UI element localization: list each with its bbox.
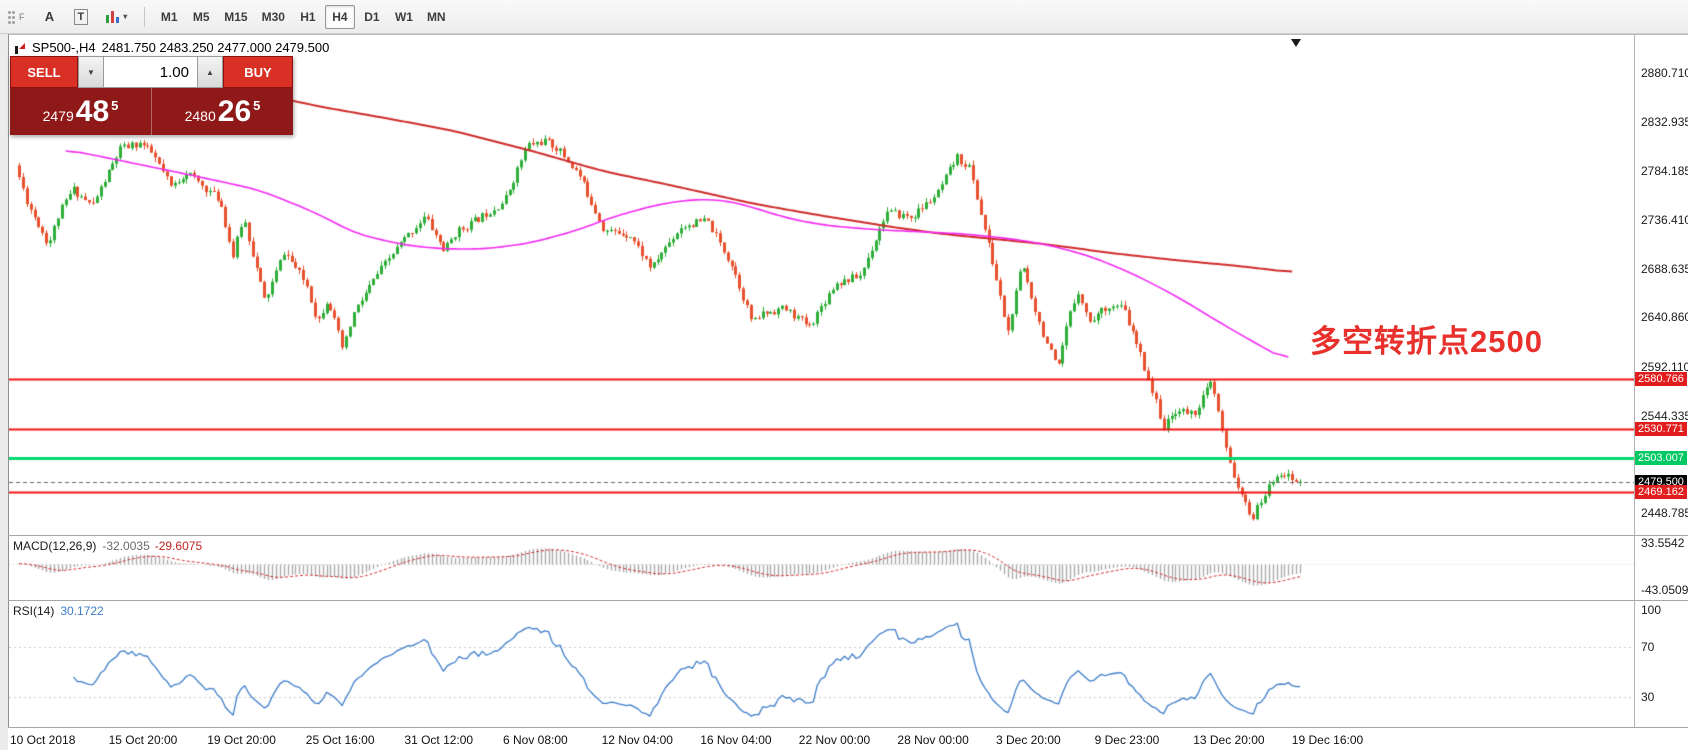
time-axis-label: 19 Dec 16:00: [1291, 733, 1364, 747]
indicators-icon: [106, 11, 120, 23]
time-axis-label: 31 Oct 12:00: [404, 733, 474, 747]
toolbar-separator: [144, 6, 146, 27]
price-badge: 2503.007: [1635, 450, 1687, 465]
toolbar-grip-icon[interactable]: F: [8, 11, 25, 22]
macd-name: MACD(12,26,9): [13, 539, 97, 553]
price-axis-label: 2592.110: [1641, 359, 1688, 374]
macd-panel-canvas[interactable]: [9, 536, 1634, 600]
macd-main-value: -32.0035: [102, 539, 150, 553]
rsi-value: 30.1722: [60, 604, 104, 618]
price-axis-separator[interactable]: [1634, 35, 1635, 727]
price-badge: 2479.500: [1635, 474, 1687, 489]
price-badge: 2530.771: [1635, 422, 1687, 437]
volume-decrease-button[interactable]: ▼: [78, 56, 104, 88]
timeframe-button-m30[interactable]: M30: [256, 5, 291, 29]
chevron-down-icon: ▾: [123, 12, 128, 21]
chevron-down-icon: ▼: [87, 67, 95, 77]
price-axis-label: 2544.335: [1641, 408, 1688, 423]
panel-separator-time: [8, 727, 1688, 728]
timeframe-button-m15[interactable]: M15: [218, 5, 253, 29]
price-axis-label: 2832.935: [1641, 114, 1688, 129]
price-axis-label: 2640.860: [1641, 310, 1688, 325]
price-badge: 2469.162: [1635, 485, 1687, 500]
bid-ask-display: 2479 48 5 2480 26 5: [10, 88, 293, 135]
text-tool-label: T: [73, 8, 89, 25]
price-axis-label: 2448.785: [1641, 506, 1688, 520]
sell-button-label: SELL: [27, 64, 61, 80]
time-axis-label: 25 Oct 16:00: [305, 733, 375, 747]
price-axis-label: 2784.185: [1641, 164, 1688, 179]
chart-shift-marker[interactable]: [1291, 39, 1301, 47]
rsi-axis-label: 100: [1641, 602, 1662, 617]
ask-price: 2480 26 5: [151, 88, 293, 135]
rsi-name: RSI(14): [13, 604, 55, 618]
time-axis[interactable]: 10 Oct 2018 15 Oct 20:00 19 Oct 20:00 25 Oc…: [8, 728, 1688, 750]
grip-dots-icon: [8, 11, 11, 14]
time-axis-label: 19 Oct 20:00: [207, 733, 276, 747]
panel-separator-rsi[interactable]: [8, 600, 1688, 601]
bid-price: 2479 48 5: [10, 88, 151, 135]
timeframe-button-d1[interactable]: D1: [357, 5, 387, 29]
one-click-trading-panel: SELL ▼ ▲ BUY 2479 48 5 2480 26 5: [10, 56, 293, 135]
timeframe-button-h1[interactable]: H1: [293, 5, 323, 29]
bid-price-pipette: 5: [111, 98, 119, 113]
price-axis-label: 2880.710: [1641, 65, 1688, 80]
volume-increase-button[interactable]: ▲: [197, 56, 223, 88]
macd-title: MACD(12,26,9) -32.0035 -29.6075: [13, 539, 202, 553]
time-axis-label: 13 Dec 20:00: [1193, 733, 1265, 747]
ask-price-pipette: 5: [253, 98, 261, 113]
time-axis-label: 6 Nov 08:00: [503, 733, 568, 747]
chart-header: SP500-,H4 2481.750 2483.250 2477.000 247…: [14, 40, 329, 55]
toolbar: F A T ▾ M1 M5 M15 M30 H1 H4 D1 W1 MN: [0, 0, 1688, 34]
ohlc-values: 2481.750 2483.250 2477.000 2479.500: [101, 40, 330, 55]
timeframe-button-h4[interactable]: H4: [324, 4, 355, 29]
time-axis-label: 22 Nov 00:00: [798, 733, 871, 747]
ask-price-pips: 26: [217, 94, 252, 128]
ask-price-whole: 2480: [184, 107, 216, 124]
panel-separator-macd[interactable]: [8, 535, 1688, 536]
time-axis-label: 12 Nov 04:00: [601, 733, 673, 747]
time-axis-label: 9 Dec 23:00: [1094, 733, 1160, 747]
timeframe-button-m5[interactable]: M5: [186, 5, 216, 29]
rsi-panel-canvas[interactable]: [9, 601, 1634, 727]
price-axis-label: 2736.410: [1641, 212, 1688, 227]
macd-axis-label: -43.0509: [1641, 583, 1688, 598]
rsi-axis-label: 70: [1641, 640, 1655, 655]
chevron-up-icon: ▲: [206, 67, 214, 77]
time-axis-label: 16 Nov 04:00: [700, 733, 772, 747]
rsi-title: RSI(14) 30.1722: [13, 604, 104, 618]
buy-button[interactable]: BUY: [223, 56, 293, 88]
font-tool-label: A: [44, 9, 55, 24]
rsi-axis-label: 30: [1641, 690, 1655, 705]
timeframe-toolbar: M1 M5 M15 M30 H1 H4 D1 W1 MN: [153, 4, 452, 29]
font-tool-button[interactable]: A: [37, 5, 63, 29]
volume-input[interactable]: [104, 56, 197, 88]
buy-button-label: BUY: [244, 64, 272, 80]
macd-signal-value: -29.6075: [154, 539, 203, 553]
price-axis-label: 2688.635: [1641, 261, 1688, 276]
time-axis-label: 28 Nov 00:00: [897, 733, 969, 747]
chart-annotation: 多空转折点2500: [1310, 324, 1543, 359]
chart-icon: [15, 42, 25, 54]
indicators-button[interactable]: ▾: [99, 5, 134, 29]
sell-button[interactable]: SELL: [10, 56, 78, 88]
time-axis-label: 10 Oct 2018: [10, 733, 76, 747]
timeframe-button-w1[interactable]: W1: [389, 5, 419, 29]
trade-controls-row: SELL ▼ ▲ BUY: [10, 56, 293, 88]
price-badge: 2580.766: [1635, 371, 1687, 386]
symbol-period-label: SP500-,H4: [32, 40, 96, 55]
bid-price-whole: 2479: [42, 107, 74, 124]
timeframe-button-m1[interactable]: M1: [154, 5, 184, 29]
grip-label: F: [19, 11, 25, 22]
macd-axis-label: 33.5542: [1641, 536, 1685, 551]
timeframe-button-mn[interactable]: MN: [421, 5, 452, 29]
text-tool-button[interactable]: T: [67, 5, 96, 29]
bid-price-pips: 48: [75, 94, 110, 128]
time-axis-label: 3 Dec 20:00: [996, 733, 1061, 747]
time-axis-label: 15 Oct 20:00: [108, 733, 178, 747]
